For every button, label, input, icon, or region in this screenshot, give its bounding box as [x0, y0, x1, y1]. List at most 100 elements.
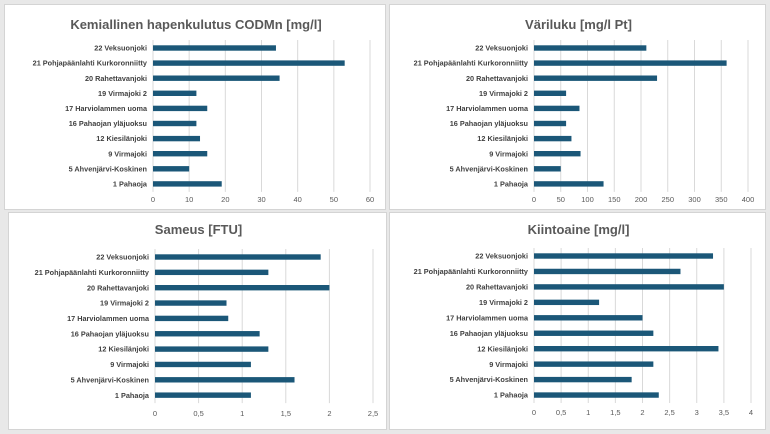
- category-label: 20 Rahettavanjoki: [466, 283, 528, 292]
- bar: [534, 181, 604, 187]
- category-label: 5 Ahvenjärvi-Koskinen: [71, 375, 149, 384]
- category-label: 22 Veksuonjoki: [94, 44, 147, 53]
- x-tick-label: 10: [185, 195, 193, 204]
- bar: [153, 45, 276, 51]
- bar: [534, 90, 567, 96]
- category-label: 12 Kiesilänjoki: [96, 134, 147, 143]
- x-tick-label: 1,5: [610, 408, 620, 417]
- bar: [155, 377, 295, 383]
- category-label: 21 Pohjapäänlahti Kurkoronniitty: [33, 59, 148, 68]
- category-label: 16 Pahaojan yläjuoksu: [69, 119, 147, 128]
- bar: [534, 75, 658, 81]
- bar: [534, 330, 654, 336]
- x-tick-label: 1,5: [281, 409, 291, 418]
- bar: [534, 392, 659, 398]
- x-tick-label: 100: [581, 195, 594, 204]
- x-tick-label: 0: [151, 195, 155, 204]
- category-label: 17 Harviolammen uoma: [65, 104, 148, 113]
- bar: [153, 181, 222, 187]
- category-label: 16 Pahaojan yläjuoksu: [71, 329, 149, 338]
- category-label: 9 Virmajoki: [489, 360, 528, 369]
- chart-panel-variluku: Väriluku [mg/l Pt] 0 50 100 150 200 250 300 350 4…: [389, 4, 766, 210]
- x-tick-label: 0,5: [556, 408, 566, 417]
- chart-panel-codmn: Kemiallinen hapenkulutus CODMn [mg/l] 0 10…: [4, 4, 386, 210]
- chart-panel-kiintoaine: Kiintoaine [mg/l] 0 0,5 1 1,5 2 2,5 3 3,5 4 22 Vek…: [389, 212, 766, 430]
- x-tick-label: 300: [688, 195, 701, 204]
- category-label: 20 Rahettavanjoki: [85, 74, 147, 83]
- bar: [534, 120, 567, 127]
- x-tick-label: 50: [330, 195, 338, 204]
- bar: [534, 60, 727, 66]
- category-label: 21 Pohjapäänlahti Kurkoronniitty: [35, 268, 150, 277]
- category-label: 12 Kiesilänjoki: [477, 134, 528, 143]
- category-label: 9 Virmajoki: [110, 360, 149, 369]
- x-tick-label: 2,5: [664, 408, 674, 417]
- bar: [534, 315, 643, 321]
- bar: [153, 60, 345, 66]
- category-label: 21 Pohjapäänlahti Kurkoronniitty: [414, 267, 529, 276]
- x-tick-label: 4: [749, 408, 753, 417]
- x-tick-label: 3,5: [719, 408, 729, 417]
- x-tick-label: 3: [695, 408, 699, 417]
- bar: [534, 299, 600, 306]
- category-label: 17 Harviolammen uoma: [67, 314, 150, 323]
- x-tick-label: 50: [557, 195, 565, 204]
- x-tick-label: 150: [608, 195, 621, 204]
- x-tick-label: 400: [742, 195, 755, 204]
- bar: [534, 253, 714, 259]
- x-tick-label: 2: [640, 408, 644, 417]
- category-label: 9 Virmajoki: [489, 149, 528, 158]
- x-tick-label: 60: [366, 195, 374, 204]
- category-label: 5 Ahvenjärvi-Koskinen: [450, 164, 528, 173]
- bar: [155, 361, 251, 368]
- category-label: 1 Pahaoja: [113, 180, 148, 189]
- category-label: 12 Kiesilänjoki: [98, 345, 149, 354]
- category-label: 19 Virmajoki 2: [98, 89, 147, 98]
- bar: [153, 105, 208, 112]
- chart-title: Kemiallinen hapenkulutus CODMn [mg/l]: [70, 17, 321, 32]
- x-tick-label: 2: [327, 409, 331, 418]
- chart-title: Kiintoaine [mg/l]: [528, 222, 630, 237]
- bar: [153, 120, 197, 127]
- chart-codmn: Kemiallinen hapenkulutus CODMn [mg/l] 0 10…: [33, 17, 375, 204]
- bar: [155, 269, 269, 276]
- category-label: 22 Veksuonjoki: [475, 252, 528, 261]
- chart-variluku: Väriluku [mg/l Pt] 0 50 100 150 200 250 300 350 4…: [414, 17, 755, 204]
- chart-sameus: Sameus [FTU] 0 0,5 1 1,5 2 2,5 22 Veksuonjoki 21…: [35, 222, 379, 418]
- bar: [534, 284, 724, 290]
- bar: [534, 135, 572, 142]
- category-label: 19 Virmajoki 2: [100, 299, 149, 308]
- category-label: 1 Pahaoja: [115, 391, 150, 400]
- category-label: 16 Pahaojan yläjuoksu: [450, 329, 528, 338]
- x-tick-label: 350: [715, 195, 728, 204]
- category-label: 12 Kiesilänjoki: [477, 344, 528, 353]
- bar: [534, 361, 654, 367]
- bar: [534, 346, 719, 352]
- bar: [153, 75, 280, 81]
- bar: [153, 166, 190, 172]
- x-tick-label: 20: [221, 195, 229, 204]
- x-tick-label: 0: [532, 195, 536, 204]
- category-label: 1 Pahaoja: [494, 391, 529, 400]
- category-label: 22 Veksuonjoki: [475, 44, 528, 53]
- bar: [155, 285, 330, 291]
- bar: [153, 151, 208, 157]
- category-label: 9 Virmajoki: [108, 149, 147, 158]
- bar: [153, 135, 201, 142]
- x-tick-label: 30: [257, 195, 265, 204]
- category-label: 17 Harviolammen uoma: [446, 313, 529, 322]
- chart-title: Väriluku [mg/l Pt]: [525, 17, 632, 32]
- chart-panel-sameus: Sameus [FTU] 0 0,5 1 1,5 2 2,5 22 Veksuonjoki 21…: [8, 212, 387, 430]
- x-tick-label: 0,5: [193, 409, 203, 418]
- category-label: 22 Veksuonjoki: [96, 253, 149, 262]
- category-label: 20 Rahettavanjoki: [87, 283, 149, 292]
- x-tick-label: 0: [153, 409, 157, 418]
- category-label: 5 Ahvenjärvi-Koskinen: [69, 164, 147, 173]
- x-tick-label: 2,5: [368, 409, 378, 418]
- chart-kiintoaine: Kiintoaine [mg/l] 0 0,5 1 1,5 2 2,5 3 3,5 4 22 Vek…: [414, 222, 753, 417]
- bar: [153, 90, 197, 96]
- bar: [155, 392, 251, 398]
- category-label: 16 Pahaojan yläjuoksu: [450, 119, 528, 128]
- x-tick-label: 1: [586, 408, 590, 417]
- bar: [155, 346, 269, 352]
